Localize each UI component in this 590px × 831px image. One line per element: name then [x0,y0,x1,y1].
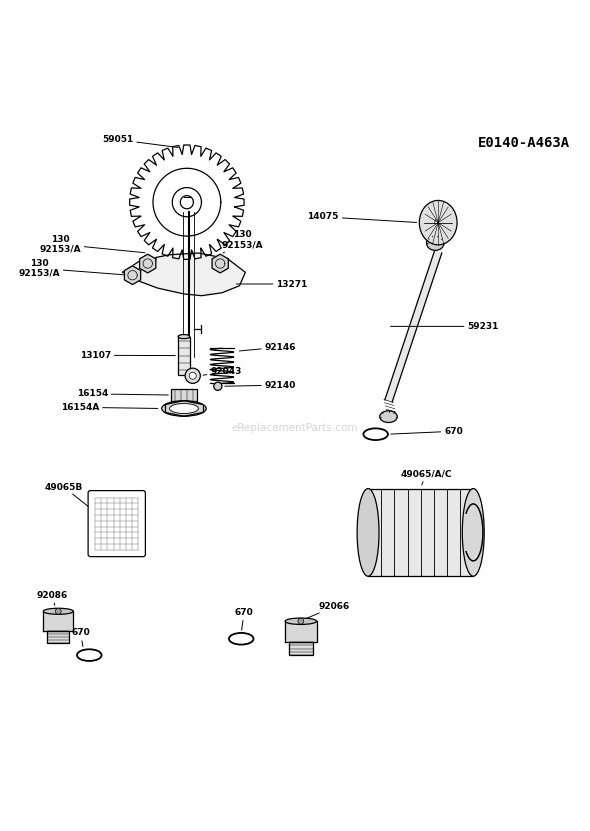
Text: 49065/A/C: 49065/A/C [401,470,453,484]
Polygon shape [130,145,244,259]
Ellipse shape [463,489,484,576]
Text: 670: 670 [235,608,254,630]
Polygon shape [212,254,228,273]
Polygon shape [43,612,73,632]
Text: 16154: 16154 [77,390,168,398]
Text: 92086: 92086 [37,591,68,605]
Ellipse shape [229,633,254,645]
Text: 16154A: 16154A [61,403,158,412]
Text: 92043: 92043 [203,366,242,376]
Text: 130
92153/A: 130 92153/A [222,230,263,253]
Bar [47,632,70,643]
Polygon shape [140,254,156,273]
Text: 130
92153/A: 130 92153/A [40,234,145,254]
Ellipse shape [427,236,444,250]
Ellipse shape [380,411,397,422]
Text: 670: 670 [391,427,463,435]
Circle shape [214,258,226,269]
Polygon shape [124,266,140,284]
Ellipse shape [169,404,198,414]
Text: 13271: 13271 [237,279,307,288]
Circle shape [55,608,61,614]
Circle shape [298,618,304,624]
Text: E0140-A463A: E0140-A463A [477,136,570,150]
Text: 59051: 59051 [102,135,178,147]
Text: 13107: 13107 [80,351,175,360]
Bar [171,389,197,401]
Bar [289,642,313,655]
Ellipse shape [162,401,206,416]
Text: /: / [434,219,436,224]
Text: 130
92153/A: 130 92153/A [18,258,127,278]
Text: 49065B: 49065B [45,483,88,507]
Ellipse shape [43,608,73,614]
Ellipse shape [285,618,317,624]
Ellipse shape [357,489,379,576]
Circle shape [185,368,201,383]
Text: 59231: 59231 [391,322,499,331]
Polygon shape [123,253,245,296]
FancyBboxPatch shape [88,490,145,557]
Polygon shape [385,251,442,402]
Ellipse shape [419,200,457,245]
Ellipse shape [178,335,190,339]
Circle shape [189,372,196,379]
Ellipse shape [363,428,388,440]
Bar [368,489,473,576]
Circle shape [214,382,222,391]
Text: 92066: 92066 [306,602,350,618]
Circle shape [127,269,139,281]
Circle shape [142,258,153,269]
Ellipse shape [77,649,101,661]
Polygon shape [285,622,317,642]
Text: 92140: 92140 [225,381,296,390]
Text: eReplacementParts.com: eReplacementParts.com [232,423,358,433]
Text: 14075: 14075 [307,212,417,223]
Text: 92146: 92146 [240,342,296,352]
Polygon shape [181,195,194,209]
Text: 670: 670 [71,628,90,647]
Bar [178,337,190,375]
